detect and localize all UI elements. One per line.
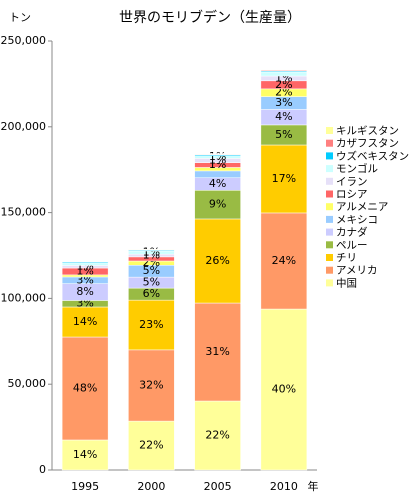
- data-label: 5%: [143, 264, 160, 277]
- legend-label: メキシコ: [336, 214, 378, 226]
- legend-swatch: [326, 152, 333, 160]
- data-label: 6%: [143, 287, 160, 300]
- legend-label: モンゴル: [336, 162, 378, 175]
- legend-swatch: [326, 228, 333, 236]
- legend-label: イラン: [336, 176, 368, 188]
- y-tick-label: 150,000: [1, 206, 47, 219]
- legend-swatch: [326, 215, 333, 223]
- data-label: 17%: [272, 172, 296, 185]
- data-label: 2%: [275, 78, 292, 91]
- bar-segment: [61, 306, 109, 338]
- legend-swatch: [326, 190, 333, 198]
- data-label: 1%: [143, 246, 160, 259]
- bar-segment: [260, 144, 308, 214]
- legend-swatch: [326, 203, 333, 211]
- legend-label: キルギスタン: [336, 125, 399, 137]
- bar-segment: [260, 308, 308, 471]
- bar-segment: [61, 439, 109, 471]
- legend-swatch: [326, 241, 333, 249]
- data-label: 14%: [73, 315, 97, 328]
- legend-label: ウズベキスタン: [336, 149, 409, 162]
- y-tick-label: 50,000: [8, 377, 47, 390]
- y-tick-label: 250,000: [1, 34, 47, 47]
- legend-label: カナダ: [336, 226, 368, 239]
- legend-swatch: [326, 254, 333, 261]
- bar-segment: [61, 262, 109, 266]
- bar-segment: [260, 69, 308, 71]
- x-tick-label: 1995: [71, 480, 99, 493]
- legend-swatch: [326, 266, 333, 274]
- legend-swatch: [326, 139, 333, 147]
- data-label: 5%: [143, 276, 160, 289]
- data-label: 48%: [73, 381, 97, 394]
- data-label: 26%: [205, 254, 229, 267]
- y-tick-label: 100,000: [1, 291, 47, 304]
- legend-swatch: [326, 279, 333, 287]
- legend-label: ペルー: [336, 239, 368, 251]
- data-label: 24%: [272, 254, 296, 267]
- x-tick-label: 2005: [204, 480, 232, 493]
- legend-swatch: [326, 165, 333, 173]
- data-label: 40%: [272, 383, 296, 396]
- bar-segment: [194, 400, 241, 471]
- bar-segment: [194, 153, 241, 155]
- bar-segment: [194, 218, 241, 304]
- x-tick-label: 2010: [270, 480, 298, 493]
- legend-swatch: [326, 127, 333, 134]
- legend-label: チリ: [336, 252, 357, 264]
- x-tick-label: 2000: [137, 480, 165, 493]
- y-tick-label: 200,000: [1, 120, 47, 133]
- data-label: 4%: [209, 177, 226, 190]
- data-label: 3%: [275, 96, 292, 109]
- data-label: 14%: [73, 448, 97, 461]
- legend-label: ロシア: [336, 189, 368, 201]
- chart-title: 世界のモリブデン（生産量）: [119, 9, 301, 26]
- data-label: 4%: [275, 110, 292, 123]
- y-axis-label: トン: [9, 11, 31, 24]
- data-label: 1%: [209, 150, 226, 163]
- bar-segment: [260, 71, 308, 77]
- legend-label: アメリカ: [336, 265, 377, 277]
- data-label: 32%: [139, 378, 163, 391]
- bar-segment: [260, 212, 308, 310]
- bar-segment: [194, 302, 241, 402]
- data-label: 31%: [205, 345, 229, 358]
- bar-segment: [61, 336, 109, 441]
- bar-segment: [128, 299, 175, 351]
- legend-label: 中国: [336, 276, 357, 289]
- data-label: 22%: [139, 439, 163, 452]
- data-label: 22%: [205, 429, 229, 442]
- bar-segment: [128, 420, 175, 471]
- y-tick-label: 0: [39, 463, 46, 476]
- data-label: 8%: [76, 285, 93, 298]
- legend-label: カザフスタン: [336, 138, 399, 150]
- data-label: 5%: [275, 128, 292, 141]
- legend-label: アルメニア: [336, 201, 388, 213]
- data-label: 23%: [139, 318, 163, 331]
- bar-segment: [194, 170, 241, 179]
- x-axis-label: 年: [308, 479, 319, 493]
- legend-swatch: [326, 177, 333, 185]
- data-label: 9%: [209, 198, 226, 211]
